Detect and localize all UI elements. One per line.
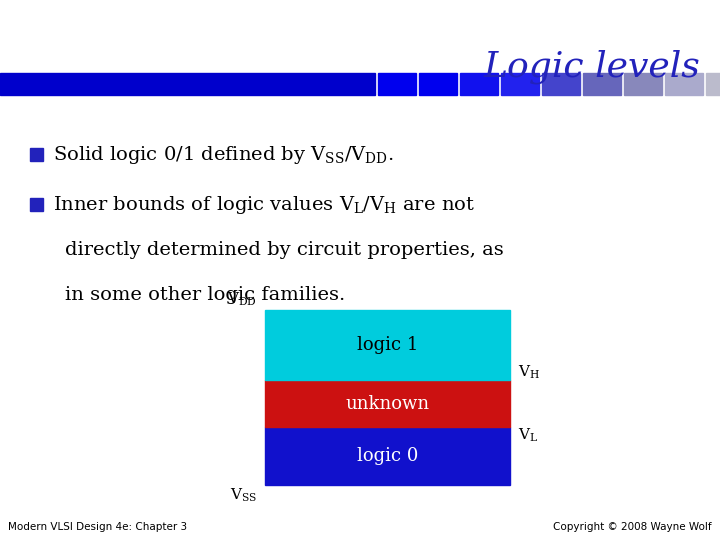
Text: Modern VLSI Design 4e: Chapter 3: Modern VLSI Design 4e: Chapter 3 (8, 522, 187, 532)
Bar (624, 73, 662, 95)
Text: logic 0: logic 0 (357, 447, 418, 465)
Text: Inner bounds of logic values $\mathregular{V_L/V_H}$ are not: Inner bounds of logic values $\mathregul… (53, 194, 475, 216)
Text: $\mathregular{V_H}$: $\mathregular{V_H}$ (518, 363, 540, 381)
Bar (30, 198, 43, 211)
Text: Logic levels: Logic levels (483, 50, 700, 84)
Bar (419, 73, 457, 95)
Text: directly determined by circuit properties, as: directly determined by circuit propertie… (65, 241, 504, 259)
Bar (378, 73, 416, 95)
Bar (460, 73, 498, 95)
Text: Copyright © 2008 Wayne Wolf: Copyright © 2008 Wayne Wolf (554, 522, 712, 532)
Text: logic 1: logic 1 (357, 336, 418, 354)
Text: unknown: unknown (346, 395, 430, 413)
Bar (665, 73, 703, 95)
Bar (706, 73, 720, 95)
Bar (501, 73, 539, 95)
Bar (265, 380, 510, 427)
Bar (30, 148, 43, 161)
Bar (265, 310, 510, 380)
Text: $\mathregular{V_{DD}}$: $\mathregular{V_{DD}}$ (227, 291, 257, 308)
Bar (583, 73, 621, 95)
Bar (0, 73, 375, 95)
Bar (542, 73, 580, 95)
Text: $\mathregular{V_{SS}}$: $\mathregular{V_{SS}}$ (230, 487, 257, 504)
Text: $\mathregular{V_L}$: $\mathregular{V_L}$ (518, 427, 538, 444)
Bar (265, 427, 510, 485)
Text: Solid logic 0/1 defined by $\mathregular{V_{SS}/V_{DD}}$.: Solid logic 0/1 defined by $\mathregular… (53, 144, 394, 166)
Text: in some other logic families.: in some other logic families. (65, 286, 346, 304)
